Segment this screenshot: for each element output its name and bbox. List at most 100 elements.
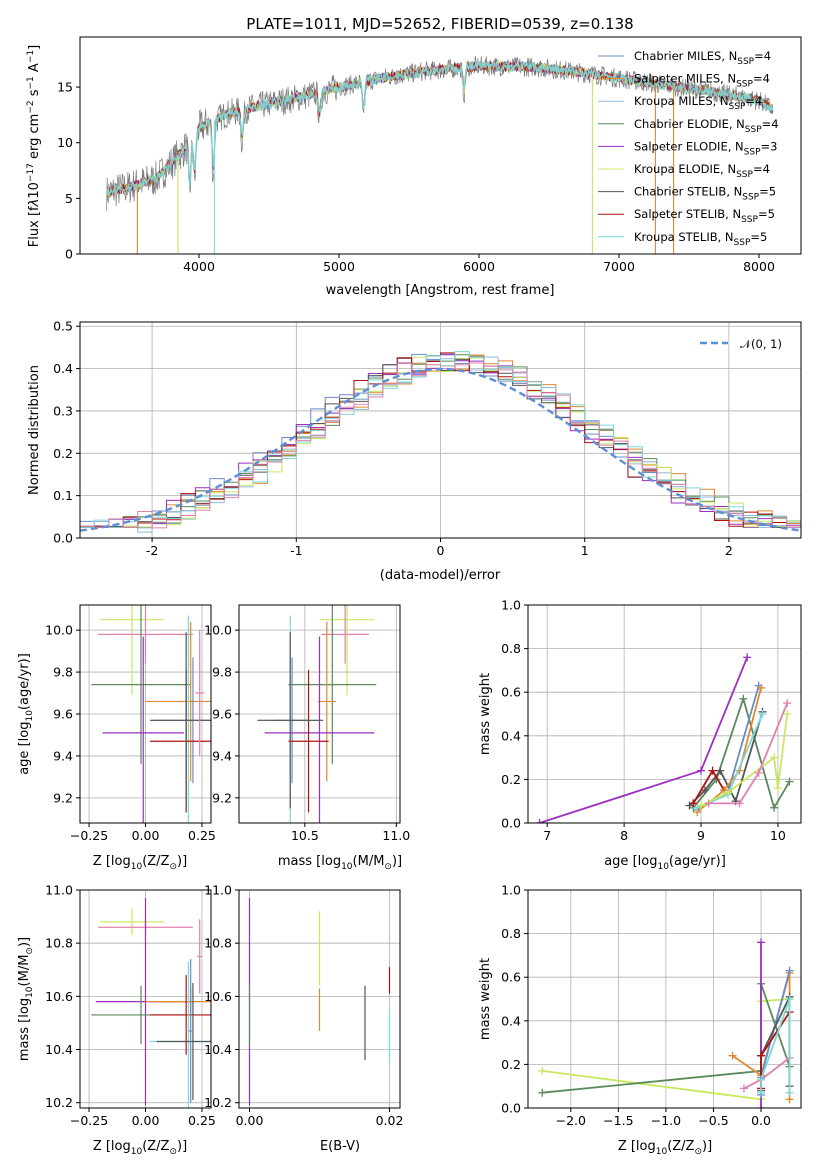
label-fragment: s — [27, 89, 42, 100]
x-tick-label: −1.0 — [651, 1113, 681, 1128]
label-fragment: mass [log — [278, 854, 341, 869]
x-tick-label: 5000 — [323, 259, 355, 274]
y-tick-label: 0.6 — [501, 970, 521, 985]
label-fragment: Kroupa MILES, N — [634, 94, 729, 108]
label-fragment: Kroupa ELODIE, N — [634, 162, 736, 176]
label-fragment: λ — [27, 199, 42, 208]
y-tick-label: 9.6 — [53, 707, 73, 722]
plot-area — [91, 897, 211, 1108]
x-tick-label: 0.25 — [188, 828, 216, 843]
label-fragment: )] — [17, 937, 32, 947]
x-tick-label: −0.25 — [70, 828, 108, 843]
label-fragment: )] — [177, 1139, 187, 1154]
label-fragment: 10 — [657, 862, 669, 872]
label-fragment: 10 — [656, 1147, 668, 1157]
y-tick-label: 0.3 — [53, 403, 73, 418]
label-fragment: −2 — [26, 100, 36, 113]
y-tick-label: 1.0 — [501, 598, 521, 613]
y-tick-label: 0.4 — [53, 361, 73, 376]
legend-entry: Kroupa ELODIE, NSSP=4 — [634, 162, 770, 180]
label-fragment: −1 — [26, 76, 36, 89]
label-fragment: (Z/Z — [142, 1139, 169, 1154]
y-tick-label: 15 — [57, 80, 73, 95]
x-tick-label: 0 — [437, 543, 445, 558]
y-tick-label: 11.0 — [45, 883, 73, 898]
label-fragment: Salpeter STELIB, N — [634, 207, 741, 221]
label-fragment: SSP — [729, 102, 746, 112]
axes-frame — [527, 604, 802, 824]
y-tick-label: 10.2 — [45, 1095, 73, 1110]
label-fragment: ⊙ — [384, 862, 392, 872]
spectrum-ylabel: Flux [fλ10−17 erg cm−2 s−1 A−1] — [26, 45, 42, 247]
mass-weight-vs-age-ylabel: mass weight — [478, 673, 493, 755]
label-fragment: SSP — [736, 80, 753, 90]
plot-area — [105, 56, 774, 254]
y-tick-label: 0.2 — [501, 772, 521, 787]
y-tick-label: 9.8 — [212, 665, 232, 680]
legend-entry: Chabrier MILES, NSSP=4 — [634, 49, 771, 67]
label-fragment: =4 — [753, 72, 770, 86]
x-tick-label: 4000 — [183, 259, 215, 274]
mass-weight-vs-Z-ylabel: mass weight — [478, 958, 493, 1040]
age-vs-Z-panel: −0.25 0.00 0.25 9.2 9.4 9.6 9.8 10.0 — [45, 604, 216, 843]
label-fragment: SSP — [737, 57, 754, 67]
x-tick-label: 7000 — [603, 259, 635, 274]
label-fragment: 10 — [131, 1147, 143, 1157]
x-tick-label: −0.5 — [698, 1113, 728, 1128]
x-tick-label: −0.25 — [70, 1113, 108, 1128]
x-tick-label: −1.5 — [603, 1113, 633, 1128]
label-fragment: =4 — [745, 94, 762, 108]
y-tick-label: 0.0 — [501, 816, 521, 831]
y-tick-label: 0 — [65, 247, 73, 262]
x-tick-label: −2.0 — [556, 1113, 586, 1128]
x-tick-label: 7 — [543, 828, 551, 843]
label-fragment: age [log — [604, 854, 657, 869]
label-fragment: ] — [27, 45, 42, 50]
hist-pink — [80, 362, 801, 529]
x-tick-label: 0.0 — [751, 1113, 771, 1128]
plot-area — [538, 938, 794, 1108]
y-tick-label: 9.2 — [212, 790, 232, 805]
x-tick-label: 0.25 — [188, 1113, 216, 1128]
axes-frame — [79, 36, 802, 255]
residual-xlabel: (data-model)/error — [380, 568, 501, 583]
label-fragment: Flux [f — [27, 206, 42, 247]
y-tick-label: 5 — [65, 191, 73, 206]
observed-spectrum — [106, 56, 774, 211]
weight-line-Kroupa_STELIB — [760, 998, 791, 1093]
label-fragment: 10 — [25, 710, 35, 722]
label-fragment: SSP — [744, 147, 761, 157]
mass-weight-vs-Z-panel: −2.0 −1.5 −1.0 −0.5 0.0 0.0 0.2 0.4 0.6 0.8 1.0 — [501, 883, 802, 1128]
label-fragment: ⊙ — [169, 1147, 177, 1157]
label-fragment: Salpeter MILES, N — [634, 72, 736, 86]
label-fragment: SSP — [734, 238, 751, 248]
hist-Kroupa_ELODIE — [80, 356, 801, 528]
y-tick-label: 11.0 — [204, 883, 232, 898]
x-tick-label: -1 — [290, 543, 302, 558]
x-tick-label: 8000 — [743, 259, 775, 274]
mass-weight-vs-age-panel: 7 8 9 10 0.0 0.2 0.4 0.6 0.8 1.0 — [501, 598, 802, 843]
age-vs-mass-xlabel: mass [log10(M/M⊙)] — [278, 854, 402, 872]
y-tick-label: 0.8 — [501, 641, 521, 656]
label-fragment: )] — [702, 1139, 712, 1154]
label-fragment: =4 — [762, 117, 779, 131]
axes-frame — [527, 889, 802, 1109]
age-vs-Z-ylabel: age [log10(age/yr)] — [17, 653, 35, 775]
x-tick-label: 9 — [697, 828, 705, 843]
legend-entry: Kroupa STELIB, NSSP=5 — [634, 230, 767, 248]
label-fragment: SSP — [741, 215, 758, 225]
legend-entry: Chabrier STELIB, NSSP=5 — [634, 185, 776, 203]
y-tick-label: 9.2 — [53, 790, 73, 805]
label-fragment: mass [log — [17, 998, 32, 1061]
label-fragment: )] — [392, 854, 402, 869]
label-fragment: Z [log — [93, 1139, 131, 1154]
x-tick-label: 6000 — [463, 259, 495, 274]
y-tick-label: 10.0 — [45, 623, 73, 638]
y-tick-label: 10.2 — [204, 1095, 232, 1110]
y-tick-label: 0.2 — [53, 446, 73, 461]
x-tick-label: 11.0 — [382, 828, 410, 843]
label-fragment: 10 — [25, 986, 35, 998]
mass-weight-vs-Z-xlabel: Z [log10(Z/Z⊙)] — [618, 1139, 712, 1157]
y-tick-label: 10.6 — [45, 989, 73, 1004]
label-fragment: erg cm — [27, 114, 42, 163]
